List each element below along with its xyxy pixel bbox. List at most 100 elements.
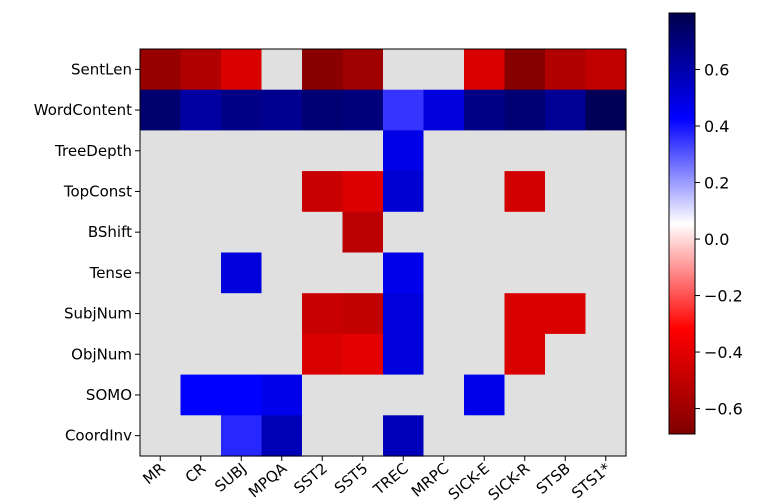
cell-coordinv-sick-e xyxy=(464,415,506,457)
cell-bshift-subj xyxy=(221,211,263,254)
cell-wordcontent-sick-r xyxy=(504,89,546,131)
cell-topconst-sts1 xyxy=(585,171,627,213)
row-label-coordinv: CoordInv xyxy=(65,427,132,445)
cell-topconst-trec xyxy=(383,171,425,213)
cell-tense-sst5 xyxy=(342,252,384,294)
cell-tense-sick-r xyxy=(504,252,546,294)
column-label-stsb: STSB xyxy=(533,459,574,498)
cell-subjnum-trec xyxy=(383,293,425,335)
cell-subjnum-sts1 xyxy=(585,293,627,335)
cell-sentlen-sick-e xyxy=(464,49,506,91)
column-label-mr: MR xyxy=(139,459,168,488)
cell-bshift-sst5 xyxy=(342,211,384,254)
cell-tense-subj xyxy=(221,252,263,294)
cell-objnum-sick-e xyxy=(464,333,506,376)
colorbar-tick-label: 0.2 xyxy=(704,174,729,193)
cell-objnum-sst2 xyxy=(302,333,344,376)
cell-bshift-sts1 xyxy=(585,211,627,254)
cell-treedepth-sst5 xyxy=(342,130,384,172)
row-labels: SentLen WordContent TreeDepth TopConst BShif… xyxy=(34,60,140,445)
cell-subjnum-cr xyxy=(180,293,222,335)
cell-tense-trec xyxy=(383,252,425,294)
cell-sentlen-stsb xyxy=(545,49,587,91)
column-label-sst2: SST2 xyxy=(290,459,330,497)
cell-subjnum-mr xyxy=(140,293,182,335)
column-label-sick-r: SICK-R xyxy=(485,459,534,504)
cell-sentlen-trec xyxy=(383,49,425,91)
cell-treedepth-sts1 xyxy=(585,130,627,172)
cell-topconst-sick-e xyxy=(464,171,506,213)
cell-topconst-cr xyxy=(180,171,222,213)
cell-treedepth-mr xyxy=(140,130,182,172)
cell-bshift-stsb xyxy=(545,211,587,254)
cell-bshift-mr xyxy=(140,211,182,254)
cell-treedepth-sick-r xyxy=(504,130,546,172)
cell-sentlen-sick-r xyxy=(504,49,546,91)
cell-topconst-sick-r xyxy=(504,171,546,213)
cell-wordcontent-subj xyxy=(221,89,263,131)
row-label-somo: SOMO xyxy=(86,386,132,404)
cell-treedepth-sst2 xyxy=(302,130,344,172)
row-label-subjnum: SubjNum xyxy=(64,305,132,323)
cell-somo-sts1 xyxy=(585,374,627,416)
colorbar-tick-label: 0.6 xyxy=(704,61,729,80)
cell-coordinv-cr xyxy=(180,415,222,457)
cell-somo-mrpc xyxy=(423,374,465,416)
cell-objnum-sts1 xyxy=(585,333,627,376)
row-label-objnum: ObjNum xyxy=(71,345,132,363)
cell-topconst-sst2 xyxy=(302,171,344,213)
cell-coordinv-stsb xyxy=(545,415,587,457)
cell-sentlen-mr xyxy=(140,49,182,91)
column-label-trec: TREC xyxy=(369,459,412,499)
colorbar: 0.6 0.4 0.2 0.0 −0.2 −0.4 −0.6 xyxy=(668,12,743,435)
cell-wordcontent-mrpc xyxy=(423,89,465,131)
cell-somo-mr xyxy=(140,374,182,416)
heatmap-cells xyxy=(139,48,627,457)
cell-coordinv-sst5 xyxy=(342,415,384,457)
cell-somo-stsb xyxy=(545,374,587,416)
cell-wordcontent-stsb xyxy=(545,89,587,131)
column-label-sts1: STS1* xyxy=(568,459,615,502)
row-label-sentlen: SentLen xyxy=(71,60,132,78)
cell-objnum-stsb xyxy=(545,333,587,376)
colorbar-tick-label: −0.4 xyxy=(704,343,743,362)
cell-subjnum-sick-e xyxy=(464,293,506,335)
cell-topconst-mpqa xyxy=(261,171,303,213)
colorbar-tick-label: −0.6 xyxy=(704,400,743,419)
cell-coordinv-sts1 xyxy=(585,415,627,457)
cell-coordinv-sick-r xyxy=(504,415,546,457)
cell-tense-stsb xyxy=(545,252,587,294)
row-label-treedepth: TreeDepth xyxy=(54,142,132,160)
cell-sentlen-sst5 xyxy=(342,49,384,91)
cell-topconst-sst5 xyxy=(342,171,384,213)
cell-bshift-cr xyxy=(180,211,222,254)
cell-objnum-sst5 xyxy=(342,333,384,376)
cell-sentlen-cr xyxy=(180,49,222,91)
cell-wordcontent-sick-e xyxy=(464,89,506,131)
cell-somo-sick-r xyxy=(504,374,546,416)
row-label-topconst: TopConst xyxy=(63,182,132,200)
cell-somo-sst2 xyxy=(302,374,344,416)
row-label-tense: Tense xyxy=(89,264,132,282)
row-label-wordcontent: WordContent xyxy=(34,101,132,119)
cell-treedepth-cr xyxy=(180,130,222,172)
plot-frame xyxy=(139,48,627,457)
cell-tense-mrpc xyxy=(423,252,465,294)
colorbar-tick-label: 0.4 xyxy=(704,117,729,136)
cell-coordinv-mrpc xyxy=(423,415,465,457)
colorbar-tick-label: 0.0 xyxy=(704,230,729,249)
cell-somo-mpqa xyxy=(261,374,303,416)
cell-topconst-mr xyxy=(140,171,182,213)
cell-tense-mr xyxy=(140,252,182,294)
cell-subjnum-sst2 xyxy=(302,293,344,335)
cell-objnum-sick-r xyxy=(504,333,546,376)
column-label-subj: SUBJ xyxy=(211,459,250,495)
column-label-sick-e: SICK-E xyxy=(445,459,493,503)
column-label-mrpc: MRPC xyxy=(408,459,452,500)
cell-coordinv-mr xyxy=(140,415,182,457)
cell-subjnum-sick-r xyxy=(504,293,546,335)
cell-tense-sick-e xyxy=(464,252,506,294)
cell-wordcontent-sts1 xyxy=(585,89,627,131)
cell-treedepth-mrpc xyxy=(423,130,465,172)
